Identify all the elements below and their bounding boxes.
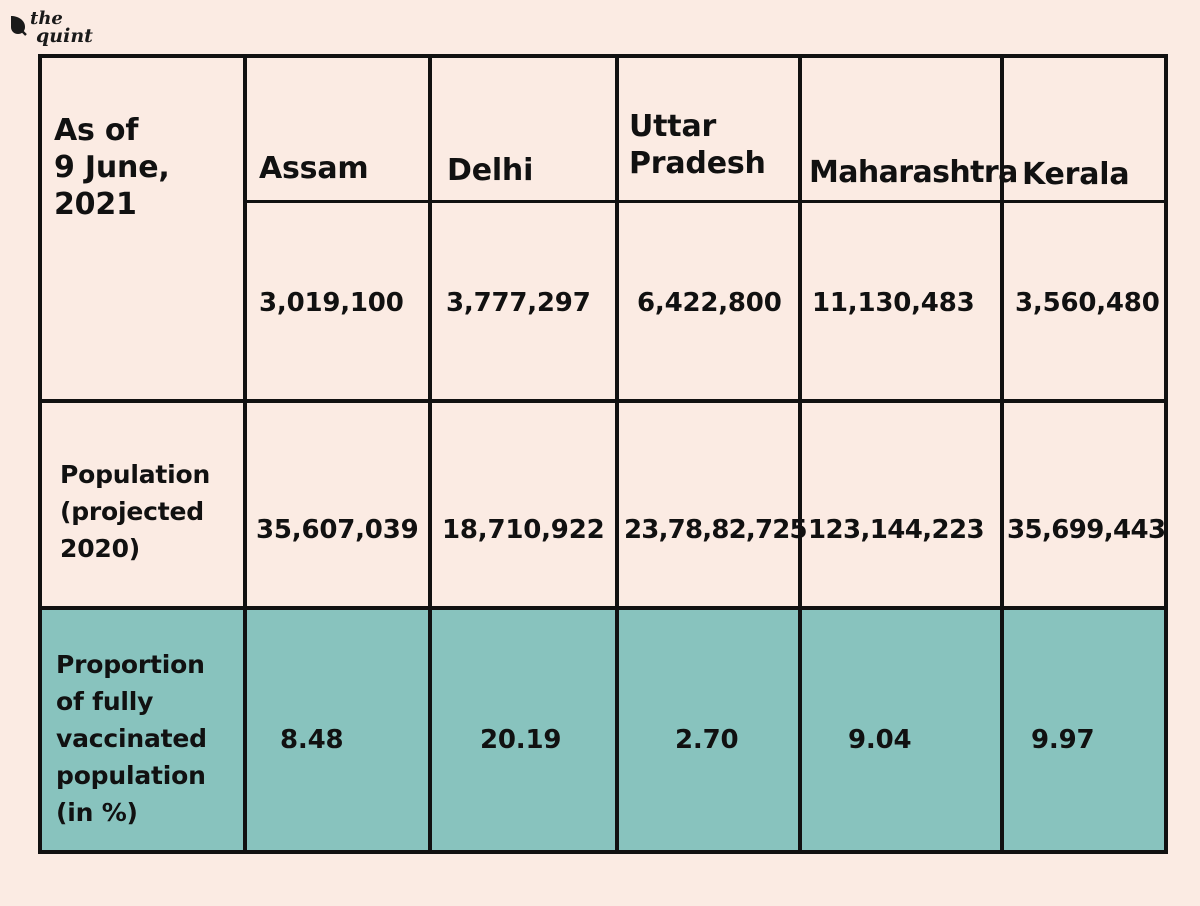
- proportion-uttar-pradesh: 2.70: [675, 725, 739, 755]
- header-assam: Assam: [259, 151, 369, 186]
- proportion-assam: 8.48: [280, 725, 344, 755]
- population-label-line: (projected: [60, 497, 204, 526]
- header-delhi: Delhi: [447, 153, 534, 188]
- column-divider: [798, 58, 802, 850]
- count-delhi: 3,777,297: [446, 288, 591, 318]
- row-divider: [42, 606, 1164, 610]
- count-assam: 3,019,100: [259, 288, 404, 318]
- population-label-line: Population: [60, 460, 211, 489]
- population-delhi: 18,710,922: [442, 515, 605, 545]
- corner-date-label: As of 9 June, 2021: [54, 112, 170, 223]
- logo-text-quint: quint: [36, 25, 93, 47]
- header-uttar-pradesh: Uttar Pradesh: [629, 108, 766, 182]
- population-assam: 35,607,039: [256, 515, 419, 545]
- population-label: Population (projected 2020): [60, 456, 210, 567]
- population-kerala: 35,699,443: [1007, 515, 1166, 545]
- corner-label-line: 9 June,: [54, 150, 170, 185]
- header-uttar-pradesh-line: Pradesh: [629, 146, 766, 181]
- proportion-row-background: [42, 610, 1164, 850]
- row-divider: [247, 200, 1164, 203]
- proportion-label-line: of fully: [56, 687, 154, 716]
- count-maharashtra: 11,130,483: [812, 288, 975, 318]
- corner-label-line: 2021: [54, 187, 137, 222]
- logo-text-the: the: [30, 8, 63, 29]
- the-quint-logo[interactable]: the quint: [8, 6, 93, 50]
- corner-label-line: As of: [54, 113, 139, 148]
- population-uttar-pradesh: 23,78,82,725: [624, 515, 808, 545]
- proportion-maharashtra: 9.04: [848, 725, 912, 755]
- count-kerala: 3,560,480: [1015, 288, 1160, 318]
- proportion-kerala: 9.97: [1031, 725, 1095, 755]
- proportion-label-line: Proportion: [56, 650, 205, 679]
- column-divider: [428, 58, 432, 850]
- column-divider: [615, 58, 619, 850]
- proportion-label-line: vaccinated: [56, 724, 207, 753]
- row-divider: [42, 399, 1164, 403]
- proportion-delhi: 20.19: [480, 725, 562, 755]
- count-uttar-pradesh: 6,422,800: [637, 288, 782, 318]
- header-kerala: Kerala: [1022, 157, 1130, 192]
- header-uttar-pradesh-line: Uttar: [629, 109, 717, 144]
- header-maharashtra: Maharashtra: [809, 155, 1018, 190]
- column-divider: [243, 58, 247, 850]
- vaccination-table: As of 9 June, 2021 Assam Delhi Uttar Pra…: [38, 54, 1168, 854]
- population-maharashtra: 123,144,223: [808, 515, 985, 545]
- quint-mark-icon: [11, 16, 27, 36]
- proportion-label-line: population: [56, 761, 206, 790]
- column-divider: [1000, 58, 1004, 850]
- proportion-label: Proportion of fully vaccinated populatio…: [56, 646, 207, 831]
- population-label-line: 2020): [60, 534, 141, 563]
- proportion-label-line: (in %): [56, 798, 138, 827]
